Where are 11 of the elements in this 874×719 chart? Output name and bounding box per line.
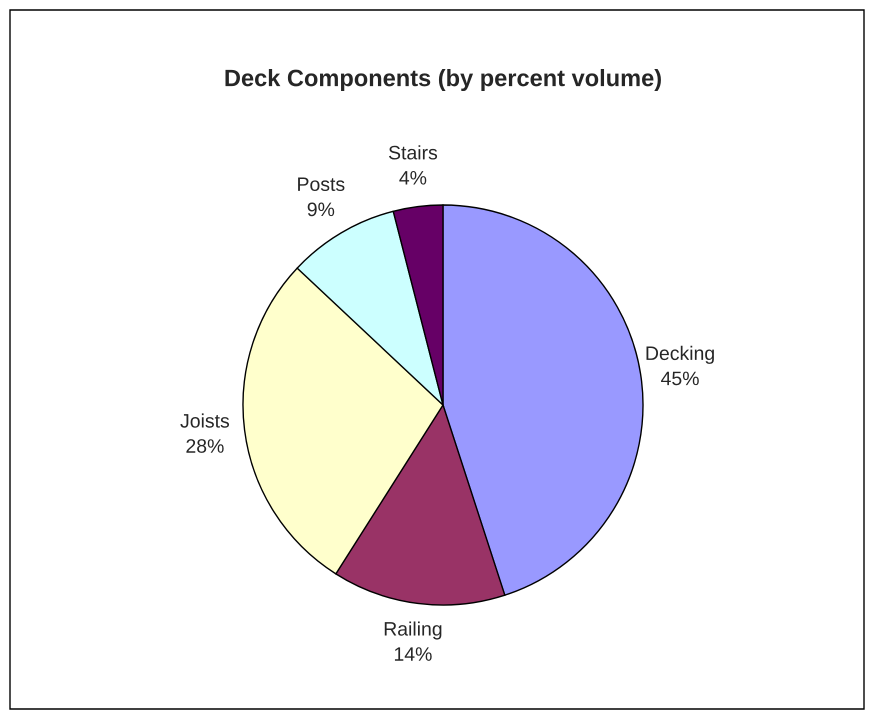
data-label: 9% xyxy=(308,202,334,216)
slice-label: Stairs xyxy=(388,145,438,160)
data-label: 4% xyxy=(399,171,426,185)
slice-label: Railing xyxy=(384,621,442,640)
slice-label: Decking xyxy=(646,346,714,364)
chart-title: Deck Components (by percent volume) xyxy=(225,68,661,92)
data-label: 14% xyxy=(394,647,432,661)
data-label: 45% xyxy=(661,372,699,386)
data-label: 28% xyxy=(186,439,224,453)
slice-label: Posts xyxy=(298,177,344,192)
slice-label: Joists xyxy=(180,413,230,428)
